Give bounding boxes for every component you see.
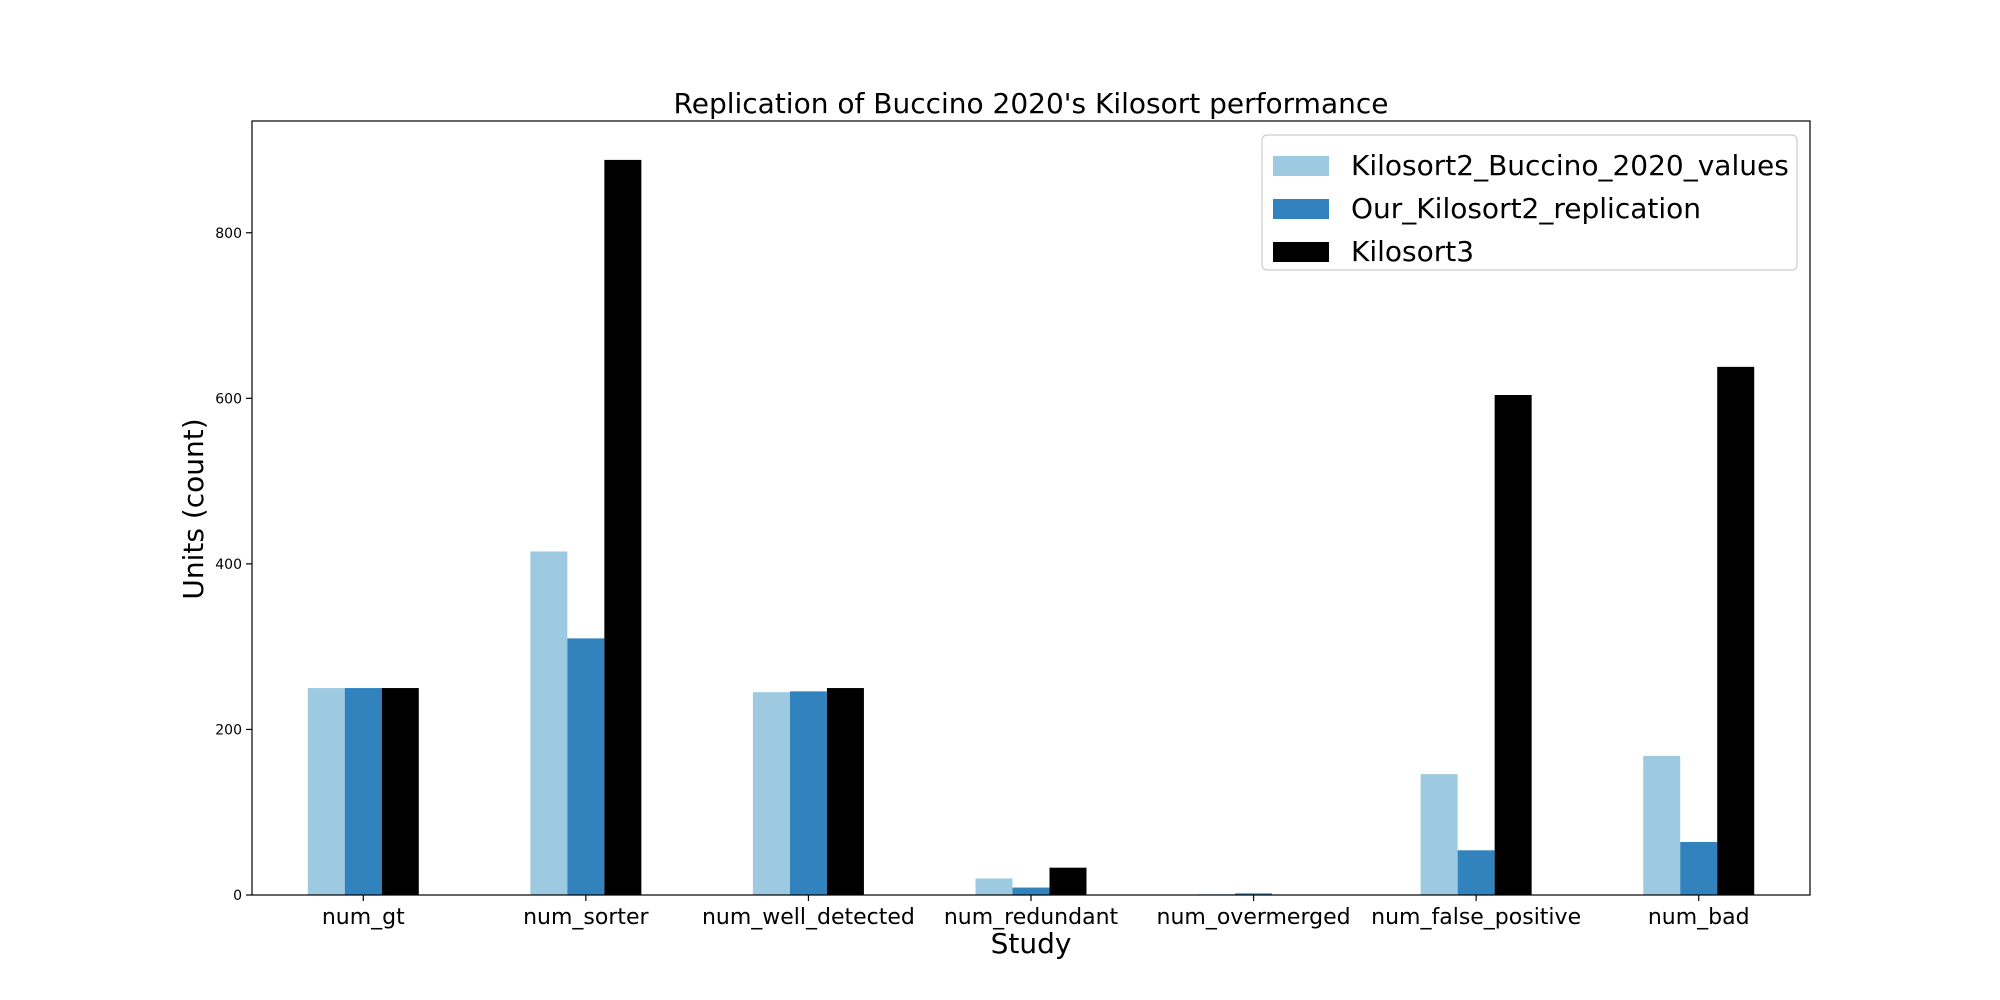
bars-layer (307, 159, 1755, 895)
bar-num_well_detected-Kilosort3 (826, 688, 864, 895)
y-axis-ticks: 0 200 400 600 800 (215, 226, 252, 904)
legend-frame (1261, 134, 1798, 271)
bar-num_bad-Our_Kilosort2_replication (1680, 842, 1718, 895)
bar-num_sorter-Our_Kilosort2_replication (567, 638, 605, 895)
bar-num_gt-Our_Kilosort2_replication (344, 688, 382, 895)
x-tick-label: num_well_detected (702, 905, 915, 930)
bar-num_overmerged-Our_Kilosort2_replication (1235, 893, 1273, 895)
legend: Kilosort2_Buccino_2020_values Our_Kilosor… (1261, 134, 1798, 271)
bar-num_bad-Kilosort2_Buccino_2020_values (1643, 755, 1681, 895)
bar-num_redundant-Our_Kilosort2_replication (1012, 887, 1050, 895)
x-tick-label: num_gt (322, 905, 405, 930)
legend-swatch (1273, 156, 1329, 176)
x-tick-label: num_false_positive (1371, 905, 1581, 930)
y-tick-label: 0 (233, 888, 242, 904)
bar-num_sorter-Kilosort2_Buccino_2020_values (530, 551, 568, 895)
x-tick-label: num_bad (1648, 905, 1750, 930)
legend-swatch (1273, 242, 1329, 262)
bar-num_sorter-Kilosort3 (604, 159, 642, 895)
y-axis-label: Units (count) (177, 418, 210, 599)
chart-title: Replication of Buccino 2020's Kilosort p… (674, 87, 1389, 120)
legend-swatch (1273, 199, 1329, 219)
legend-label: Kilosort2_Buccino_2020_values (1351, 149, 1789, 182)
x-axis-label: Study (991, 927, 1072, 960)
bar-num_gt-Kilosort3 (381, 688, 419, 895)
legend-label: Kilosort3 (1351, 235, 1474, 268)
bar-num_false_positive-Kilosort2_Buccino_2020_values (1420, 774, 1458, 895)
bar-num_well_detected-Kilosort2_Buccino_2020_values (752, 692, 790, 895)
bar-num_redundant-Kilosort2_Buccino_2020_values (975, 878, 1013, 895)
x-tick-label: num_overmerged (1157, 905, 1351, 930)
bar-num_bad-Kilosort3 (1717, 366, 1755, 895)
plot-area-frame (251, 120, 1811, 896)
x-axis-ticks: num_gt num_sorter num_well_detected num_red… (322, 895, 1750, 930)
bar-num_redundant-Kilosort3 (1049, 867, 1087, 895)
bar-num_false_positive-Kilosort3 (1494, 395, 1532, 895)
y-tick-label: 400 (215, 557, 242, 573)
bar-num_well_detected-Our_Kilosort2_replication (789, 691, 827, 895)
y-tick-label: 200 (215, 722, 242, 738)
x-tick-label: num_sorter (523, 905, 649, 930)
x-tick-label: num_redundant (944, 905, 1119, 930)
legend-label: Our_Kilosort2_replication (1351, 192, 1701, 225)
bar-num_gt-Kilosort2_Buccino_2020_values (307, 688, 345, 895)
bar-num_false_positive-Our_Kilosort2_replication (1457, 850, 1495, 895)
y-tick-label: 800 (215, 226, 242, 242)
y-tick-label: 600 (215, 391, 242, 407)
